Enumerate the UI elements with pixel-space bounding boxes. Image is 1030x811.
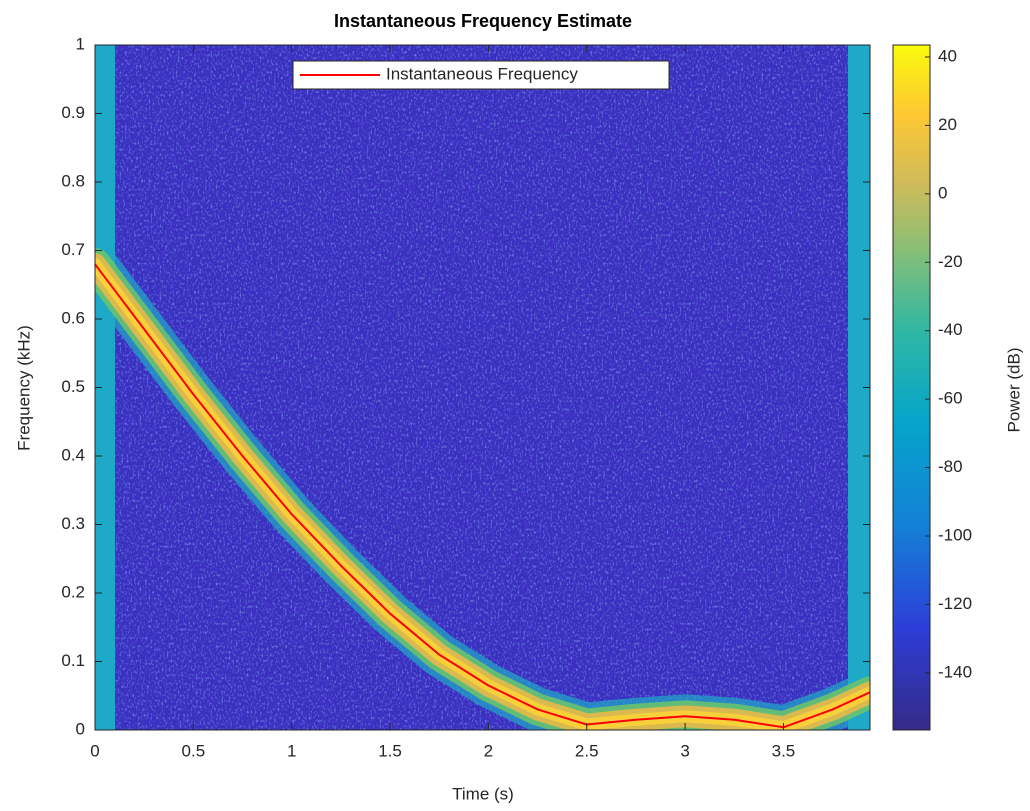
colorbar-tick-label: -120 [938, 594, 972, 613]
colorbar-tick-label: -100 [938, 525, 972, 544]
x-tick-label: 3 [680, 741, 689, 760]
legend-label: Instantaneous Frequency [386, 64, 578, 83]
y-tick-label: 0.8 [61, 171, 85, 190]
chart-title: Instantaneous Frequency Estimate [334, 11, 632, 31]
colorbar-tick-label: 20 [938, 115, 957, 134]
colorbar-label: Power (dB) [1004, 347, 1023, 432]
y-tick-label: 0.3 [61, 514, 85, 533]
edge-band [95, 45, 115, 730]
y-tick-label: 0.5 [61, 377, 85, 396]
x-axis-label: Time (s) [452, 784, 514, 803]
colorbar-tick-label: 40 [938, 46, 957, 65]
spectrogram [95, 45, 870, 730]
x-tick-label: 1.5 [378, 741, 402, 760]
y-tick-label: 0.6 [61, 308, 85, 327]
plot-lines [95, 263, 870, 729]
y-tick-label: 0.4 [61, 445, 85, 464]
x-tick-label: 3.5 [772, 741, 796, 760]
x-tick-label: 2.5 [575, 741, 599, 760]
spectrogram-noise [95, 45, 870, 730]
colorbar-tick-label: -140 [938, 662, 972, 681]
y-tick-label: 0.1 [61, 651, 85, 670]
y-tick-label: 0 [76, 719, 85, 738]
x-tick-label: 1 [287, 741, 296, 760]
y-tick-label: 0.9 [61, 103, 85, 122]
y-tick-label: 0.7 [61, 240, 85, 259]
series-line [95, 263, 870, 729]
legend: Instantaneous Frequency [292, 60, 670, 90]
x-tick-label: 0 [90, 741, 99, 760]
colorbar-tick-label: -20 [938, 252, 963, 271]
y-tick-label: 0.2 [61, 582, 85, 601]
y-axis-label: Frequency (kHz) [14, 325, 33, 451]
x-tick-label: 0.5 [182, 741, 206, 760]
colorbar-tick-label: 0 [938, 183, 947, 202]
colorbar-tick-label: -40 [938, 320, 963, 339]
colorbar [892, 44, 931, 731]
y-tick-label: 1 [76, 34, 85, 53]
edge-band [848, 45, 870, 730]
colorbar-tick-label: -60 [938, 389, 963, 408]
x-tick-label: 2 [484, 741, 493, 760]
colorbar-tick-label: -80 [938, 457, 963, 476]
